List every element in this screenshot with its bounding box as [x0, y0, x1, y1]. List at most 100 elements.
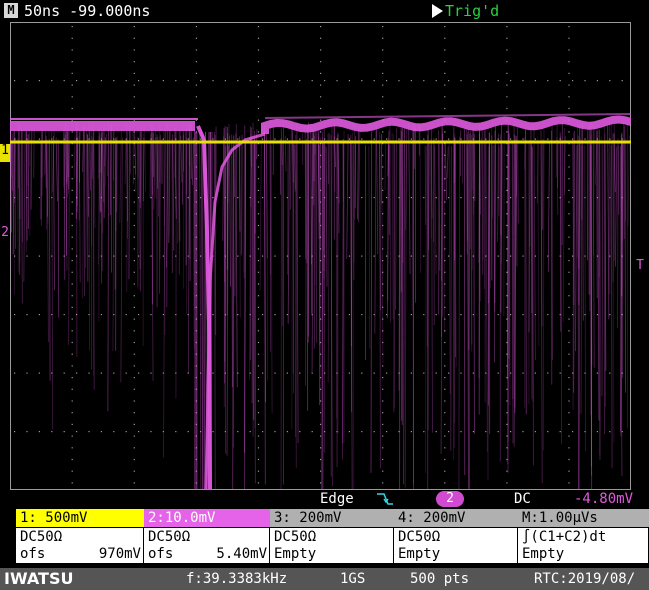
grid-dot: [361, 197, 363, 199]
ch2-trace-segment: [465, 124, 468, 255]
grid-dot: [568, 260, 570, 262]
grid-dot: [568, 26, 570, 28]
ch2-trace-segment: [487, 146, 490, 480]
grid-dot: [71, 388, 73, 390]
grid-dot: [506, 166, 508, 168]
ch2-scale[interactable]: 2:10.0mV: [144, 509, 274, 527]
ch2-trace-segment: [507, 141, 509, 442]
grid-dot: [320, 330, 322, 332]
grid-dot: [224, 431, 226, 433]
ch2-trace-segment: [425, 146, 427, 474]
grid-dot: [336, 314, 338, 316]
ch2-trace-segment: [555, 124, 558, 178]
grid-dot: [621, 80, 623, 82]
grid-dot: [596, 431, 598, 433]
grid-dot: [444, 447, 446, 449]
ch2-trace-segment: [66, 123, 69, 185]
math-function: ∫(C1+C2)dt: [518, 528, 649, 546]
grid-dot: [88, 255, 90, 257]
ch2-trace-segment: [126, 123, 129, 222]
grid-dot: [311, 80, 313, 82]
ch2-trace-segment: [468, 130, 471, 351]
trigger-coupling[interactable]: DC: [514, 491, 531, 507]
sample-rate: 1GS: [340, 571, 366, 587]
grid-dot: [195, 388, 197, 390]
grid-dot: [138, 431, 140, 433]
math-scale[interactable]: M:1.00µVs: [518, 509, 649, 527]
grid-dot: [133, 482, 135, 484]
ch2-trace-segment: [63, 124, 66, 280]
grid-dot: [63, 372, 65, 374]
grid-dot: [410, 80, 412, 82]
grid-dot: [568, 447, 570, 449]
grid-dot: [609, 80, 611, 82]
ch2-trace-segment: [529, 128, 532, 247]
ch2-trace-segment: [350, 141, 353, 490]
grid-dot: [386, 255, 388, 257]
grid-dot: [568, 224, 570, 227]
ch2-trace-segment: [91, 138, 94, 179]
ch2-trace-segment: [291, 127, 294, 183]
grid-dot: [448, 138, 450, 140]
ch2-trace-segment: [601, 144, 604, 397]
ch2-trace-segment: [67, 140, 69, 199]
grid-dot: [257, 131, 260, 133]
grid-dot: [444, 365, 446, 367]
grid-dot: [572, 80, 574, 82]
ch4-scale[interactable]: 4: 200mV: [394, 509, 522, 527]
waveform-display[interactable]: [10, 22, 631, 490]
ch3-scale[interactable]: 3: 200mV: [270, 509, 398, 527]
grid-dot: [71, 49, 73, 51]
grid-dot: [568, 248, 570, 250]
grid-dot: [138, 197, 140, 199]
ch2-trace-segment: [137, 141, 140, 290]
grid-dot: [257, 423, 260, 425]
grid-dot: [621, 138, 623, 140]
ch2-trace-segment: [330, 123, 333, 477]
trigger-type[interactable]: Edge: [320, 491, 354, 507]
ch1-scale[interactable]: 1: 500mV: [16, 509, 148, 527]
grid-dot: [133, 236, 135, 238]
grid-dot: [133, 166, 135, 168]
ch1-offset-value: 970mV: [98, 546, 141, 562]
grid-dot: [506, 131, 508, 133]
trigger-source-badge[interactable]: 2: [436, 491, 464, 507]
grid-dot: [286, 314, 288, 316]
grid-dot: [133, 178, 135, 180]
grid-dot: [195, 119, 197, 121]
grid-dot: [444, 306, 446, 308]
grid-dot: [485, 372, 487, 374]
grid-dot: [320, 236, 322, 238]
trigger-level-marker[interactable]: T: [636, 258, 644, 273]
grid-dot: [274, 138, 276, 140]
grid-dot: [320, 84, 322, 86]
ch2-trace-segment: [487, 140, 490, 406]
trigger-level-value[interactable]: -4.80mV: [574, 491, 634, 507]
grid-dot: [71, 131, 73, 133]
grid-dot: [609, 197, 611, 199]
ch1-level-marker[interactable]: 1: [0, 144, 10, 162]
ch2-trace-segment: [497, 133, 499, 242]
ch2-trace-segment: [85, 127, 88, 268]
grid-dot: [212, 431, 214, 433]
timebase-readout[interactable]: 50ns -99.000ns: [24, 2, 151, 20]
grid-dot: [460, 80, 462, 82]
ch2-trace-segment: [45, 135, 49, 217]
grid-dot: [257, 119, 260, 121]
grid-dot: [559, 197, 561, 199]
grid-dot: [249, 197, 251, 199]
footer-bar: IWATSU f:39.3383kHz 1GS 500 pts RTC:2019…: [0, 568, 649, 590]
grid-dot: [506, 107, 508, 110]
grid-dot: [534, 372, 536, 374]
grid-dot: [100, 80, 102, 82]
grid-dot: [547, 372, 549, 374]
grid-dot: [257, 377, 260, 379]
ch2-level-marker[interactable]: 2: [1, 225, 9, 240]
grid-dot: [336, 431, 338, 433]
grid-dot: [195, 412, 197, 414]
grid-dot: [187, 255, 189, 257]
ch2-trace-segment: [322, 137, 324, 251]
grid-dot: [320, 458, 322, 461]
ch2-trace-segment: [589, 146, 592, 312]
grid-dot: [195, 84, 197, 86]
